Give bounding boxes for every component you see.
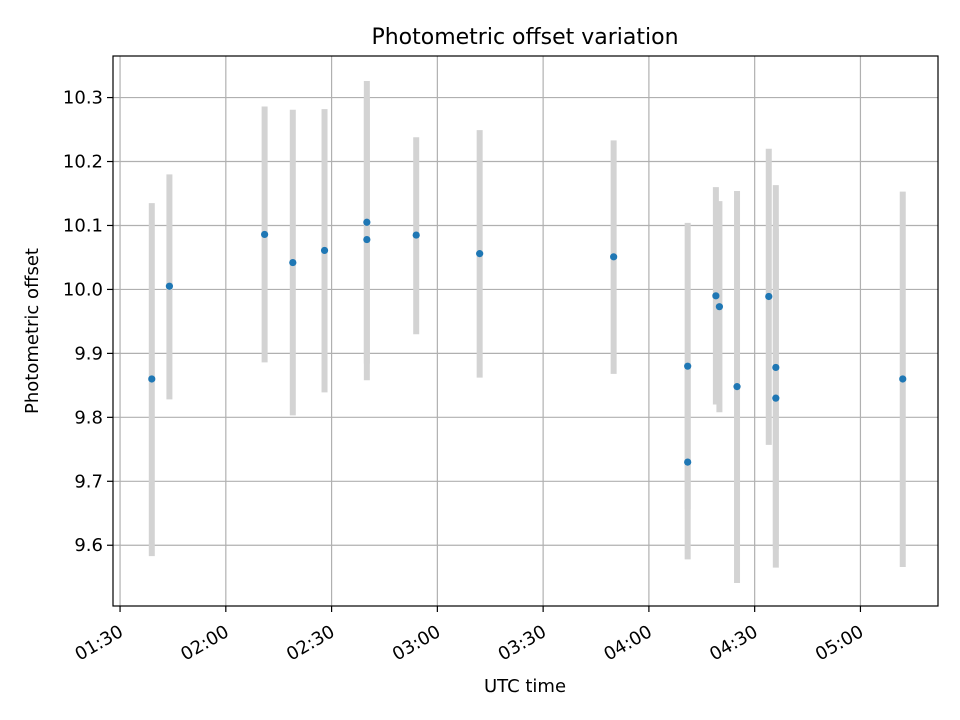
grid-lines xyxy=(113,56,938,606)
x-tick-label: 02:30 xyxy=(283,621,338,665)
y-tick-label: 10.3 xyxy=(63,88,103,109)
y-tick-label: 10.0 xyxy=(63,279,103,300)
y-tick-label: 10.1 xyxy=(63,215,103,236)
data-point xyxy=(733,383,741,391)
data-point xyxy=(772,363,780,372)
data-point xyxy=(772,394,780,402)
data-point xyxy=(363,218,371,226)
chart-title: Photometric offset variation xyxy=(371,25,678,50)
x-tick-label: 01:30 xyxy=(72,621,127,665)
data-point xyxy=(320,246,329,255)
data-point xyxy=(412,231,420,239)
data-point xyxy=(712,292,720,300)
y-tick-label: 9.7 xyxy=(74,471,103,492)
axis-ticks: 01:30 02:00 02:30 03:00 03:30 04:00 04:30 05:00… xyxy=(63,88,867,666)
error-bars xyxy=(148,80,906,583)
data-point xyxy=(165,282,174,290)
data-point xyxy=(476,250,484,258)
data-points xyxy=(148,218,907,466)
y-axis-label: Photometric offset xyxy=(22,248,43,414)
data-point xyxy=(684,458,692,466)
y-tick-label: 9.9 xyxy=(74,343,103,364)
x-tick-label: 05:00 xyxy=(812,621,867,665)
x-tick-label: 04:30 xyxy=(706,621,761,665)
data-point xyxy=(715,303,724,311)
data-point xyxy=(261,230,269,239)
data-point xyxy=(765,292,773,301)
data-point xyxy=(148,375,156,383)
y-tick-label: 9.6 xyxy=(74,535,103,556)
data-point xyxy=(899,375,907,383)
data-point xyxy=(610,253,618,261)
y-tick-label: 10.2 xyxy=(63,152,103,173)
data-point xyxy=(684,362,692,370)
x-tick-label: 03:30 xyxy=(495,621,550,665)
data-point xyxy=(363,235,371,244)
plot-frame xyxy=(112,55,939,607)
x-tick-label: 03:00 xyxy=(389,621,444,665)
x-tick-label: 04:00 xyxy=(600,621,655,665)
x-tick-label: 02:00 xyxy=(177,621,232,665)
data-point xyxy=(289,258,297,267)
x-axis-label: UTC time xyxy=(484,676,566,697)
y-tick-label: 9.8 xyxy=(74,407,103,428)
